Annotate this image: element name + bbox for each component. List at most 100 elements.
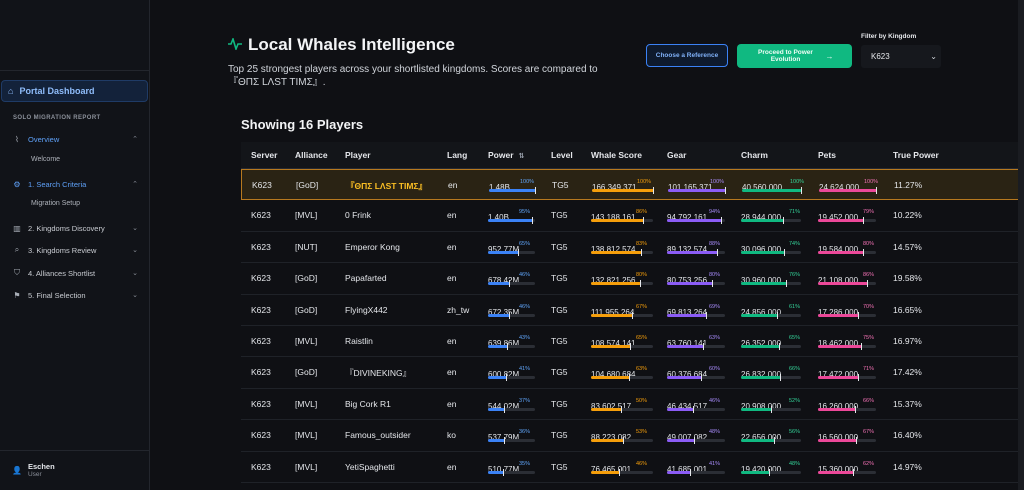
whale-progress-bar: [592, 187, 654, 194]
gear-progress-marker: [717, 248, 719, 256]
pets-percent: 71%: [863, 366, 875, 373]
whale-progress-marker: [629, 374, 631, 382]
power-progress-bar: [488, 280, 535, 288]
charm-value: 26 352 000: [741, 338, 782, 348]
sidebar-item-label: 5. Final Selection: [28, 290, 86, 300]
charm-percent: 56%: [789, 429, 801, 436]
scrollbar[interactable]: [1018, 0, 1024, 490]
cell-level: TG5: [551, 335, 568, 346]
power-progress-marker: [508, 311, 510, 319]
pets-value: 19 584 000: [818, 244, 859, 254]
proceed-to-power-evolution-button[interactable]: Proceed to Power Evolution →: [737, 44, 852, 68]
gear-percent: 63%: [709, 334, 721, 341]
cell-level: TG5: [551, 210, 568, 221]
cell-gear: 46 434 517 46%: [667, 396, 725, 414]
gear-progress-bar: [667, 248, 725, 256]
cell-lang: ko: [447, 430, 456, 441]
whale-value: 104 680 684: [591, 370, 636, 380]
power-value: 639.86M: [488, 338, 520, 348]
gear-progress-marker: [700, 374, 702, 382]
chevron-down-icon[interactable]: ⌄: [132, 247, 138, 254]
cell-alliance: [MVL]: [295, 398, 318, 409]
gear-progress-marker: [712, 280, 714, 288]
activity-icon: ⌇: [15, 134, 19, 144]
column-header-whale-score[interactable]: Whale Score: [591, 150, 643, 160]
charm-value: 28 944 000: [741, 213, 782, 223]
column-header-server[interactable]: Server: [251, 150, 278, 160]
table-row[interactable]: K623 [GoD] 『ΘΠΣ LΛST TIMΣ』 en TG5 11.27% 1.48B…: [241, 169, 1024, 201]
cell-lang: en: [447, 461, 457, 472]
sidebar-item-kingdoms-review[interactable]: ⌕ 3. Kingdoms Review ⌄: [12, 243, 138, 257]
cell-true-power: 14.97%: [893, 461, 922, 472]
chevron-up-icon[interactable]: ⌃: [132, 136, 138, 143]
whale-progress-fill: [591, 344, 632, 348]
table-row[interactable]: K623 [GoD] FlyingX442 zh_tw TG5 16.65% 672.35M…: [241, 295, 1024, 326]
cell-whale: 108 574 141 65%: [591, 333, 653, 351]
chevron-down-icon[interactable]: ⌄: [132, 270, 138, 277]
cell-player: Big Cork R1: [345, 398, 391, 409]
portal-dashboard-button[interactable]: ⌂ Portal Dashboard: [1, 80, 148, 102]
sidebar-item-label: 1. Search Criteria: [28, 179, 87, 189]
gear-progress-bar: [668, 187, 726, 194]
sidebar-subitem-migration-setup[interactable]: Migration Setup: [31, 200, 81, 207]
column-header-alliance[interactable]: Alliance: [295, 150, 328, 160]
table-row[interactable]: K623 [MVL] 0 Frink en TG5 10.22% 1.40B 95% 143 1…: [241, 200, 1024, 232]
pets-percent: 100%: [864, 179, 879, 185]
charm-percent: 52%: [789, 397, 801, 404]
gear-progress-fill: [667, 313, 708, 317]
power-percent: 100%: [520, 179, 535, 185]
cell-charm: 26 352 000 65%: [741, 333, 801, 351]
column-header-level[interactable]: Level: [551, 150, 573, 160]
sidebar-item-final-selection[interactable]: ⚑ 5. Final Selection ⌄: [12, 288, 138, 302]
column-header-power[interactable]: Power ⇅: [488, 150, 524, 160]
sidebar-item-alliances-shortlist[interactable]: ⛉ 4. Alliances Shortlist ⌄: [12, 266, 138, 280]
column-header-charm[interactable]: Charm: [741, 150, 768, 160]
charm-progress-marker: [782, 217, 784, 225]
table-row[interactable]: K623 [NUT] Emperor Kong en TG5 14.57% 952.77M 6…: [241, 232, 1024, 264]
column-header-lang[interactable]: Lang: [447, 150, 468, 160]
power-progress-fill: [488, 470, 505, 474]
chevron-down-icon[interactable]: ⌄: [132, 292, 138, 299]
cell-power: 952.77M 65%: [488, 239, 535, 257]
power-progress-marker: [517, 248, 519, 256]
cell-gear: 80 753 256 80%: [667, 270, 725, 288]
pets-percent: 66%: [863, 397, 875, 404]
table-row[interactable]: K623 [GoD] 『DIVINEKING』 en TG5 17.42% 600.82M 4…: [241, 357, 1024, 389]
whale-progress-bar: [591, 217, 653, 225]
power-progress-fill: [488, 344, 509, 348]
chevron-down-icon[interactable]: ⌄: [132, 225, 138, 232]
charm-progress-marker: [784, 248, 786, 256]
sidebar-item-overview[interactable]: ⌇ Overview ⌃: [12, 132, 138, 146]
chevron-up-icon[interactable]: ⌃: [132, 181, 138, 188]
column-header-true-power[interactable]: True Power: [893, 150, 939, 160]
table-row[interactable]: K623 [MVL] YetiSpaghetti en TG5 14.97% 510.77M…: [241, 452, 1024, 483]
power-progress-bar: [488, 311, 535, 319]
whale-percent: 83%: [636, 240, 648, 247]
kingdom-filter-select[interactable]: K623 ⌄: [861, 45, 941, 68]
sort-icon[interactable]: ⇅: [518, 153, 525, 160]
cell-level: TG5: [551, 304, 568, 315]
table-row[interactable]: K623 [MVL] Raistlin en TG5 16.97% 639.86M 43% 10…: [241, 326, 1024, 358]
table-row[interactable]: K623 [MVL] Famous_outsider ko TG5 16.40% 537.7…: [241, 420, 1024, 452]
cell-player: 『DIVINEKING』: [345, 368, 412, 379]
table-row[interactable]: K623 [MVL] Big Cork R1 en TG5 15.37% 544.02M37…: [241, 389, 1024, 421]
cell-power: 510.77M35%: [488, 459, 535, 477]
pets-progress-bar: [818, 468, 876, 476]
sidebar-item-search-criteria[interactable]: ⚙ 1. Search Criteria ⌃: [12, 177, 138, 191]
cell-level: TG5: [551, 241, 568, 252]
cell-player: Famous_outsider: [345, 430, 411, 441]
cell-whale: 88 223 082 53%: [591, 427, 653, 445]
whale-progress-bar: [591, 311, 653, 319]
power-progress-marker: [504, 405, 506, 413]
column-header-gear[interactable]: Gear: [667, 150, 687, 160]
sidebar-item-kingdoms-discovery[interactable]: ▥ 2. Kingdoms Discovery ⌄: [12, 221, 138, 235]
gear-value: 41 685 001: [667, 464, 708, 474]
column-header-player[interactable]: Player: [345, 150, 371, 160]
sidebar-subitem-welcome[interactable]: Welcome: [31, 156, 61, 163]
user-profile[interactable]: 👤 Eschen User: [12, 462, 55, 478]
pets-progress-bar: [818, 311, 876, 319]
column-header-pets[interactable]: Pets: [818, 150, 836, 160]
choose-reference-button[interactable]: Choose a Reference: [646, 44, 728, 67]
table-row[interactable]: K623 [GoD] Papafarted en TG5 19.58% 678.42M 46%…: [241, 263, 1024, 295]
cell-power: 678.42M 46%: [488, 270, 535, 288]
